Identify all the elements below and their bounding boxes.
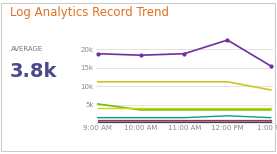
Text: Log Analytics Record Trend: Log Analytics Record Trend <box>10 6 169 19</box>
Text: 3.8k: 3.8k <box>10 62 57 81</box>
Text: AVERAGE: AVERAGE <box>11 46 43 52</box>
